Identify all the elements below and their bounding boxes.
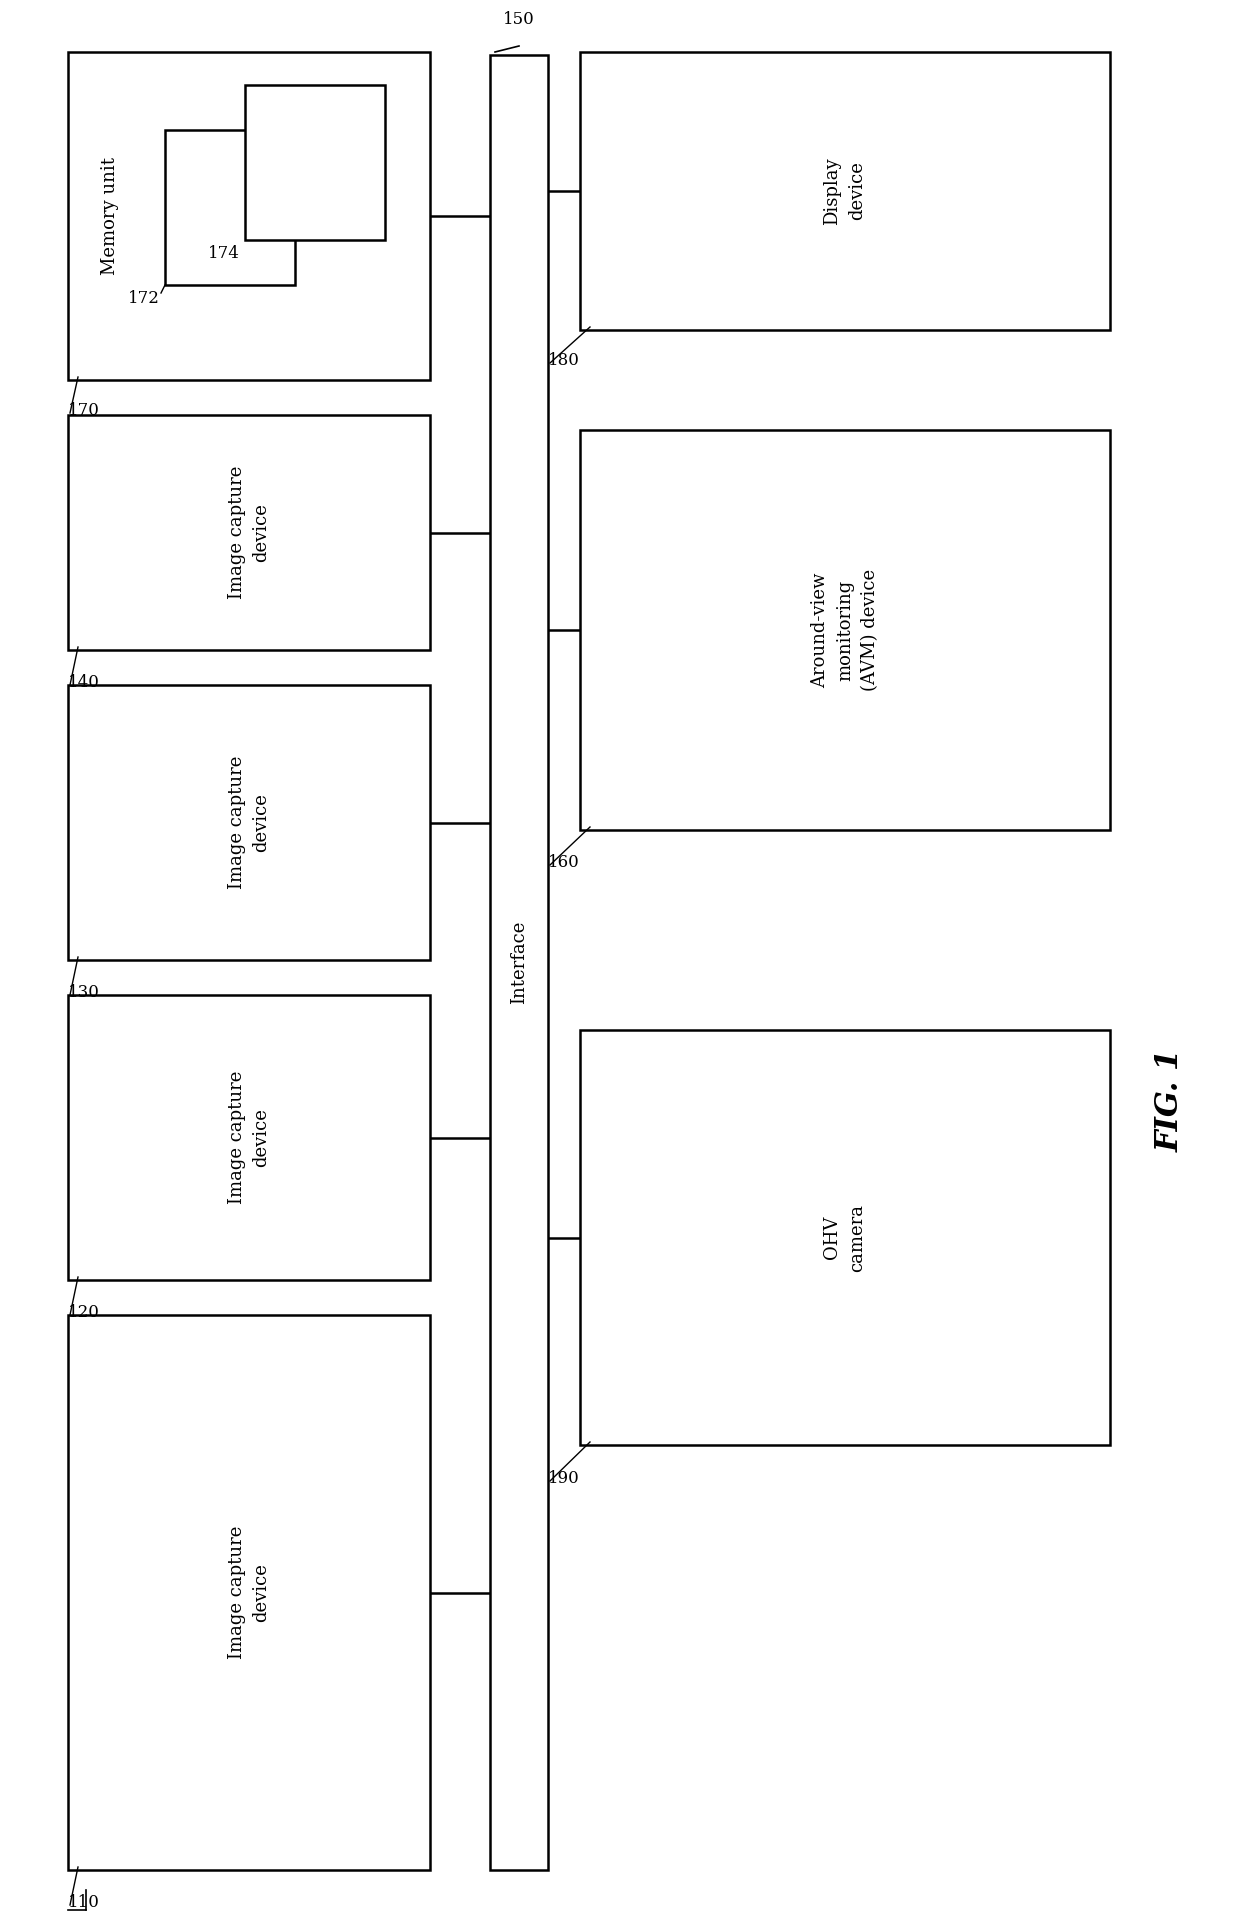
Bar — [580, 1030, 1110, 1445]
Text: 150: 150 — [503, 11, 534, 29]
Bar — [68, 996, 430, 1280]
Text: Interface: Interface — [510, 921, 528, 1003]
Text: 180: 180 — [548, 352, 580, 369]
Text: 130: 130 — [68, 984, 100, 1001]
Bar — [165, 130, 295, 285]
Text: 110: 110 — [68, 1894, 100, 1911]
Bar — [580, 52, 1110, 331]
Text: 140: 140 — [68, 675, 100, 692]
Text: Image capture
device: Image capture device — [227, 1070, 270, 1204]
Text: Image capture
device: Image capture device — [227, 466, 270, 600]
Bar — [68, 1315, 430, 1871]
Text: Around-view
monitoring
(AVM) device: Around-view monitoring (AVM) device — [811, 569, 879, 692]
Text: 120: 120 — [68, 1305, 100, 1321]
Text: Memory unit: Memory unit — [100, 157, 119, 275]
Text: OHV
camera: OHV camera — [823, 1204, 867, 1271]
Text: Image capture
device: Image capture device — [227, 757, 270, 889]
Text: Image capture
device: Image capture device — [227, 1525, 270, 1659]
Bar — [580, 430, 1110, 829]
Bar — [490, 55, 548, 1871]
Text: 160: 160 — [548, 854, 580, 871]
Text: 172: 172 — [128, 290, 160, 308]
Bar — [68, 52, 430, 380]
Bar — [68, 415, 430, 650]
Bar — [246, 84, 384, 241]
Text: 170: 170 — [68, 403, 100, 419]
Text: Display
device: Display device — [823, 157, 867, 225]
Text: 174: 174 — [208, 245, 241, 262]
Text: 190: 190 — [548, 1470, 580, 1487]
Bar — [68, 684, 430, 959]
Text: FIG. 1: FIG. 1 — [1154, 1049, 1185, 1152]
